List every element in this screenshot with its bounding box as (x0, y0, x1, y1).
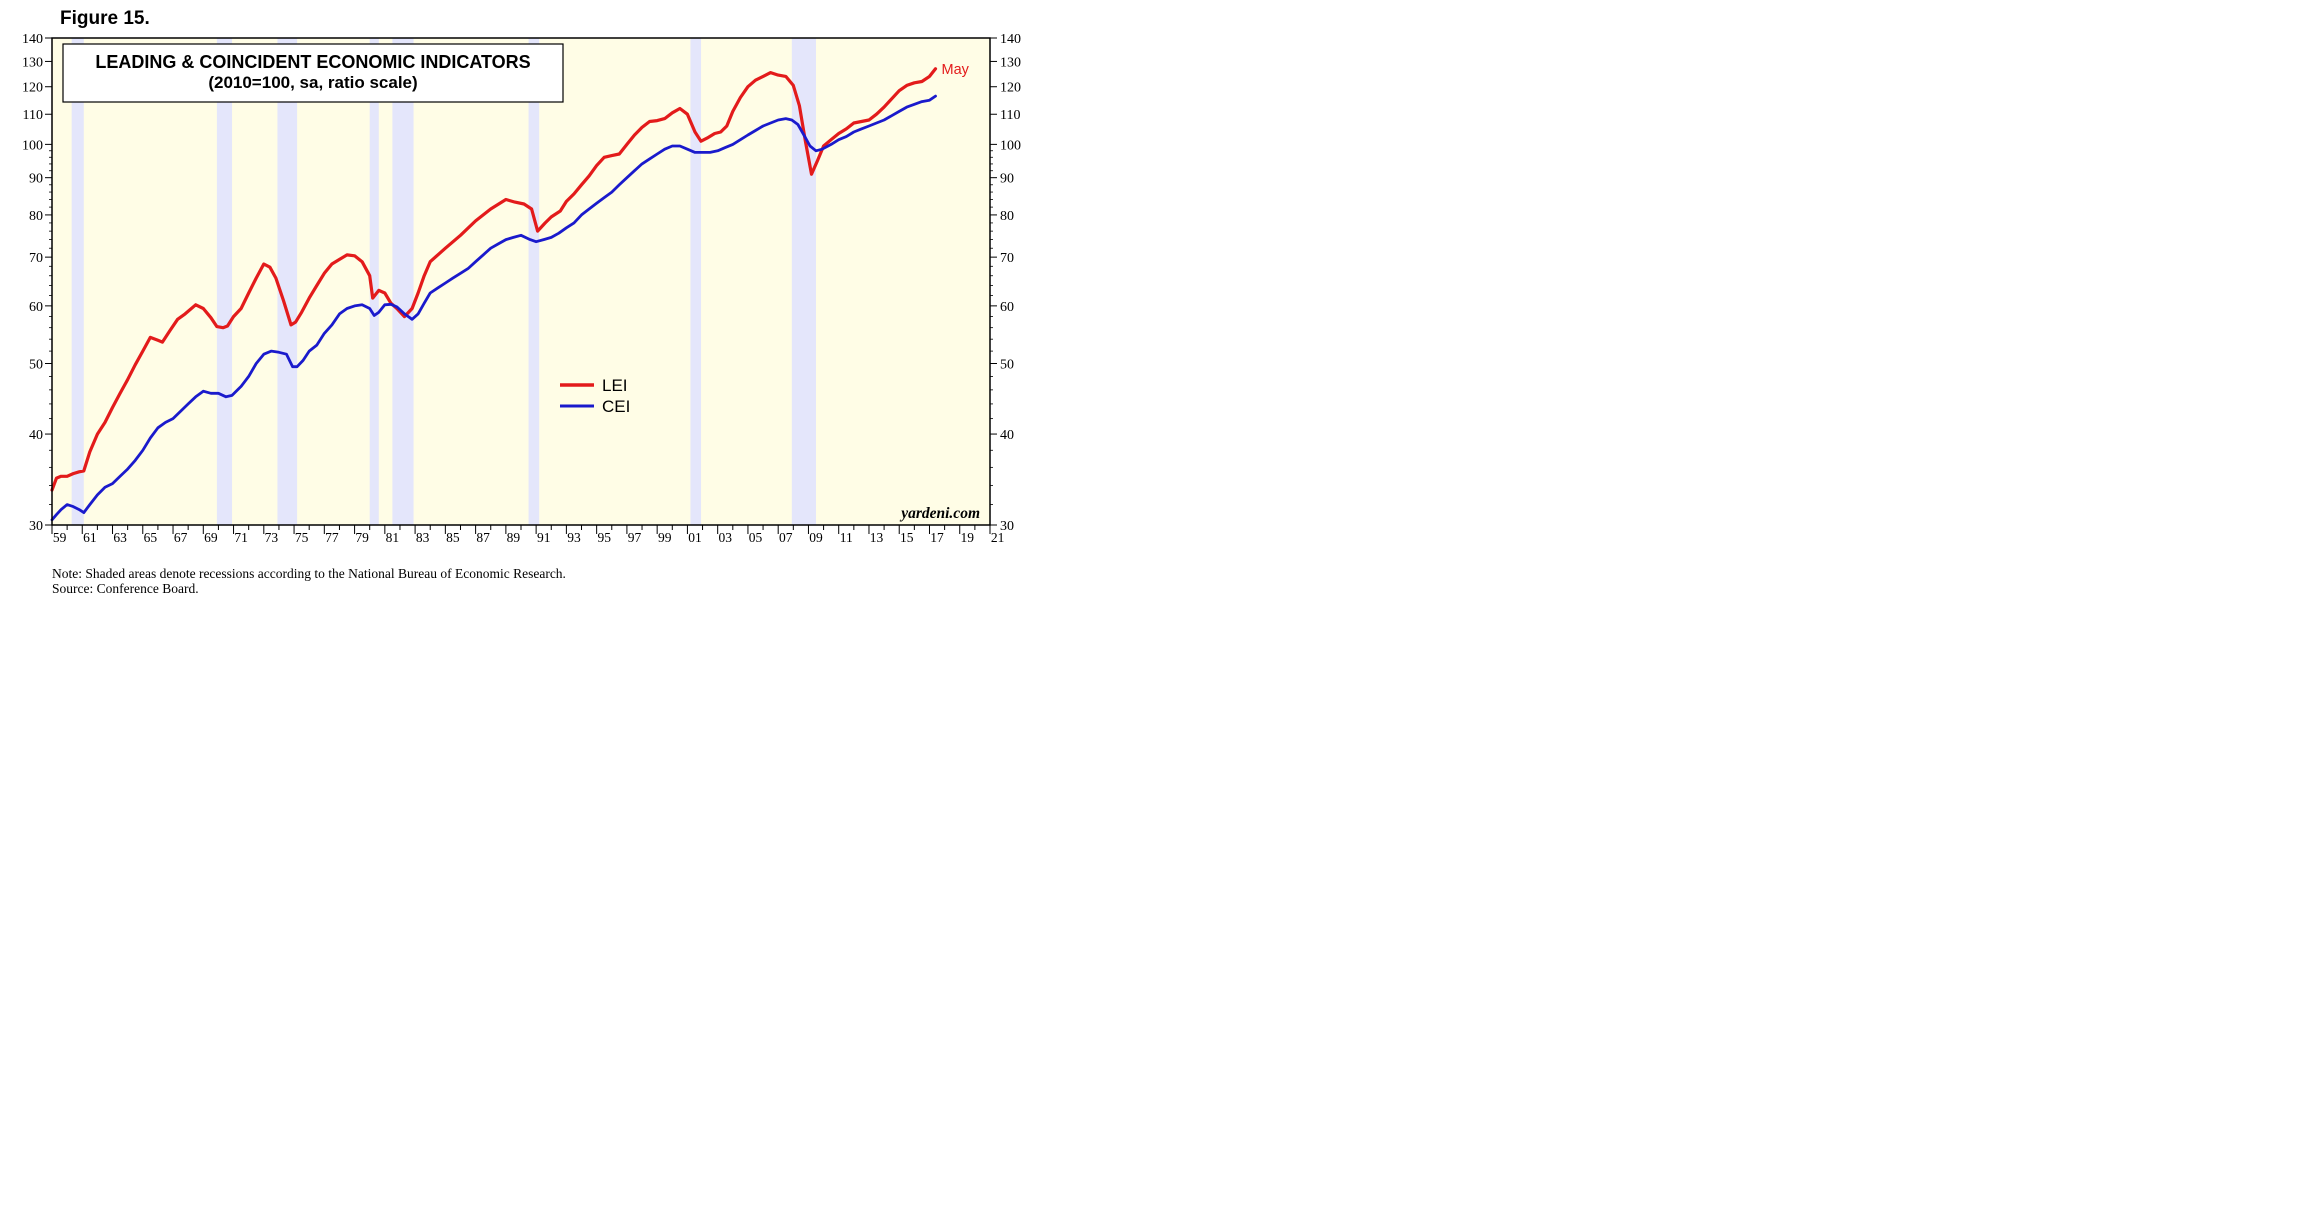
y-tick-label-right-130: 130 (1000, 55, 1021, 70)
y-tick-label-left-60: 60 (29, 300, 43, 315)
note-recessions: Note: Shaded areas denote recessions acc… (52, 566, 566, 581)
x-tick-label-79: 79 (355, 530, 369, 545)
plot-background (52, 38, 990, 525)
x-tick-label-95: 95 (597, 530, 611, 545)
legend: LEI CEI (560, 376, 630, 416)
x-tick-label-69: 69 (204, 530, 218, 545)
x-tick-label-07: 07 (779, 530, 793, 545)
x-tick-label-85: 85 (446, 530, 460, 545)
recession-band-1 (216, 38, 233, 525)
x-tick-label-59: 59 (53, 530, 67, 545)
figure-label: Figure 15. (60, 8, 150, 29)
legend-label-cei: CEI (602, 397, 630, 416)
y-tick-label-left-50: 50 (29, 358, 43, 373)
x-tick-label-61: 61 (83, 530, 97, 545)
legend-label-lei: LEI (602, 376, 628, 395)
x-tick-label-99: 99 (658, 530, 672, 545)
x-tick-label-63: 63 (113, 530, 127, 545)
y-tick-label-left-70: 70 (29, 251, 43, 266)
x-tick-label-03: 03 (718, 530, 732, 545)
y-tick-label-left-30: 30 (29, 519, 43, 534)
y-tick-label-left-140: 140 (22, 32, 43, 47)
x-tick-label-01: 01 (688, 530, 702, 545)
recession-band-5 (528, 38, 540, 525)
recession-band-7 (791, 38, 817, 525)
y-tick-label-right-80: 80 (1000, 209, 1014, 224)
watermark: yardeni.com (899, 505, 980, 522)
x-tick-label-93: 93 (567, 530, 581, 545)
y-tick-label-left-90: 90 (29, 172, 43, 187)
recession-bands (71, 38, 817, 525)
x-tick-label-87: 87 (476, 530, 490, 545)
y-tick-label-right-140: 140 (1000, 32, 1021, 47)
recession-band-2 (277, 38, 298, 525)
x-tick-label-05: 05 (749, 530, 763, 545)
recession-band-0 (71, 38, 84, 525)
y-tick-label-right-50: 50 (1000, 358, 1014, 373)
y-tick-label-right-120: 120 (1000, 81, 1021, 96)
x-tick-label-73: 73 (265, 530, 279, 545)
chart-title: LEADING & COINCIDENT ECONOMIC INDICATORS (95, 52, 530, 72)
series-lines (50, 67, 938, 522)
x-tick-label-15: 15 (900, 530, 914, 545)
x-tick-label-91: 91 (537, 530, 551, 545)
y-tick-label-right-90: 90 (1000, 172, 1014, 187)
y-tick-label-right-100: 100 (1000, 138, 1021, 153)
x-tick-label-13: 13 (870, 530, 884, 545)
x-tick-label-71: 71 (234, 530, 248, 545)
y-tick-label-right-30: 30 (1000, 519, 1014, 534)
y-tick-label-right-60: 60 (1000, 300, 1014, 315)
series-line-cei (50, 94, 937, 522)
x-tick-label-89: 89 (507, 530, 521, 545)
y-tick-label-right-70: 70 (1000, 251, 1014, 266)
x-tick-label-81: 81 (386, 530, 400, 545)
y-tick-label-left-120: 120 (22, 81, 43, 96)
recession-band-3 (369, 38, 379, 525)
title-box-border (62, 43, 564, 103)
x-tick-label-17: 17 (930, 530, 944, 545)
x-tick-label-67: 67 (174, 530, 188, 545)
y-tick-label-left-80: 80 (29, 209, 43, 224)
recession-band-4 (392, 38, 414, 525)
y-tick-label-right-40: 40 (1000, 428, 1014, 443)
note-source: Source: Conference Board. (52, 581, 199, 596)
x-tick-label-97: 97 (628, 530, 642, 545)
x-tick-label-21: 21 (991, 530, 1005, 545)
series-line-lei (50, 67, 938, 492)
y-tick-label-left-40: 40 (29, 428, 43, 443)
chart-subtitle: (2010=100, sa, ratio scale) (208, 73, 417, 92)
x-tick-label-83: 83 (416, 530, 430, 545)
y-tick-label-left-130: 130 (22, 55, 43, 70)
title-box: LEADING & COINCIDENT ECONOMIC INDICATORS… (62, 43, 564, 103)
plot-frame (51, 37, 991, 526)
x-tick-label-19: 19 (961, 530, 975, 545)
x-tick-label-11: 11 (840, 530, 853, 545)
x-tick-label-09: 09 (809, 530, 823, 545)
recession-band-6 (690, 38, 702, 525)
chart-notes: Note: Shaded areas denote recessions acc… (52, 566, 566, 596)
x-tick-label-77: 77 (325, 530, 339, 545)
y-tick-label-left-100: 100 (22, 138, 43, 153)
y-tick-label-right-110: 110 (1000, 108, 1020, 123)
y-tick-label-left-110: 110 (23, 108, 43, 123)
end-annotation-may: May (942, 62, 970, 78)
x-tick-label-75: 75 (295, 530, 309, 545)
x-tick-label-65: 65 (144, 530, 158, 545)
